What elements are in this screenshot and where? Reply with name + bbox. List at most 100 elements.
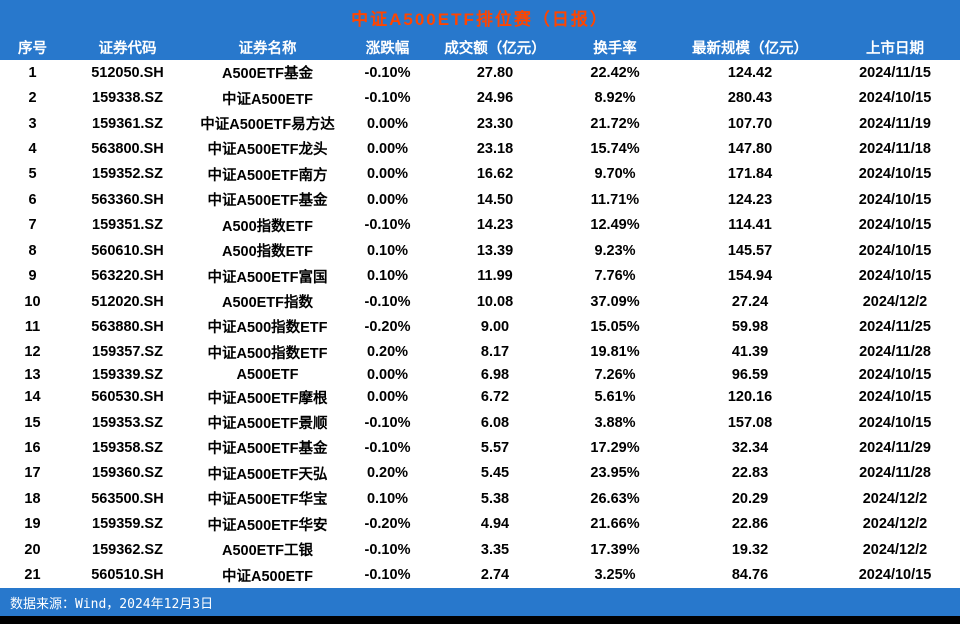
table-cell: 9.23% xyxy=(560,237,670,264)
table-cell: 17.29% xyxy=(560,435,670,461)
table-cell: 20.29 xyxy=(670,486,830,512)
table-cell: 2024/10/15 xyxy=(830,237,960,264)
table-cell: 0.00% xyxy=(345,136,430,162)
table-cell: 6.08 xyxy=(430,409,560,436)
table-cell: 59.98 xyxy=(670,314,830,340)
table-cell: 5.61% xyxy=(560,384,670,410)
table-cell: -0.10% xyxy=(345,409,430,436)
table-cell: 159358.SZ xyxy=(65,435,190,461)
table-cell: 2024/10/15 xyxy=(830,263,960,289)
table-cell: -0.10% xyxy=(345,562,430,588)
table-cell: 159353.SZ xyxy=(65,409,190,436)
table-row: 1 512050.SH A500ETF基金 -0.10% 27.80 22.42% 124.… xyxy=(0,60,960,86)
table-cell: 5.38 xyxy=(430,486,560,512)
table-cell: 27.24 xyxy=(670,288,830,315)
table-cell: 280.43 xyxy=(670,85,830,111)
table-cell: 6 xyxy=(0,187,65,213)
column-header-row: 序号 证券代码 证券名称 涨跌幅 成交额（亿元） 换手率 最新规模（亿元） 上市… xyxy=(0,34,960,60)
column-header-latest-scale: 最新规模（亿元） xyxy=(670,34,830,60)
table-cell: 0.10% xyxy=(345,237,430,264)
table-cell: 10.08 xyxy=(430,288,560,315)
table-cell: 11.71% xyxy=(560,187,670,213)
table-cell: 15 xyxy=(0,409,65,436)
table-cell: 2024/11/29 xyxy=(830,435,960,461)
table-cell: 2024/11/28 xyxy=(830,460,960,487)
table-cell: -0.20% xyxy=(345,314,430,340)
table-cell: 19 xyxy=(0,511,65,537)
table-cell: 5 xyxy=(0,161,65,188)
table-row: 4 563800.SH 中证A500ETF龙头 0.00% 23.18 15.74% 147… xyxy=(0,136,960,162)
table-cell: 0.00% xyxy=(345,384,430,410)
column-header-change: 涨跌幅 xyxy=(345,34,430,60)
table-cell: 0.00% xyxy=(345,187,430,213)
table-cell: 563220.SH xyxy=(65,263,190,289)
table-cell: 16 xyxy=(0,435,65,461)
table-cell: 12.49% xyxy=(560,212,670,238)
table-cell: 中证A500ETF龙头 xyxy=(190,136,345,162)
table-cell: 13.39 xyxy=(430,237,560,264)
table-cell: 16.62 xyxy=(430,161,560,188)
table-cell: 2024/11/19 xyxy=(830,110,960,137)
table-cell: 21.72% xyxy=(560,110,670,137)
table-cell: 154.94 xyxy=(670,263,830,289)
table-cell: 32.34 xyxy=(670,435,830,461)
table-cell: 124.42 xyxy=(670,60,830,86)
table-cell: 159351.SZ xyxy=(65,212,190,238)
table-cell: 2024/10/15 xyxy=(830,187,960,213)
data-source-text: 数据来源：Wind，2024年12月3日 xyxy=(10,596,214,612)
table-cell: 2024/10/15 xyxy=(830,409,960,436)
table-cell: 7.26% xyxy=(560,365,670,385)
table-cell: 2024/10/15 xyxy=(830,85,960,111)
table-cell: 15.05% xyxy=(560,314,670,340)
table-cell: A500ETF工银 xyxy=(190,536,345,563)
table-cell: A500ETF xyxy=(190,365,345,385)
table-cell: 96.59 xyxy=(670,365,830,385)
table-cell: 159361.SZ xyxy=(65,110,190,137)
table-cell: 22.83 xyxy=(670,460,830,487)
table-cell: 2024/11/18 xyxy=(830,136,960,162)
table-cell: 中证A500ETF xyxy=(190,562,345,588)
table-cell: 84.76 xyxy=(670,562,830,588)
table-cell: 563500.SH xyxy=(65,486,190,512)
bottom-bar xyxy=(0,616,960,624)
table-row: 21 560510.SH 中证A500ETF -0.10% 2.74 3.25% 84.76… xyxy=(0,562,960,588)
table-cell: 13 xyxy=(0,365,65,385)
table-cell: 中证A500指数ETF xyxy=(190,339,345,366)
table-cell: 14.23 xyxy=(430,212,560,238)
table-cell: 中证A500ETF天弘 xyxy=(190,460,345,487)
table-cell: 2024/10/15 xyxy=(830,562,960,588)
table-cell: 560530.SH xyxy=(65,384,190,410)
table-cell: 中证A500ETF景顺 xyxy=(190,409,345,436)
table-cell: 560510.SH xyxy=(65,562,190,588)
table-cell: 159359.SZ xyxy=(65,511,190,537)
table-cell: 6.72 xyxy=(430,384,560,410)
table-cell: 19.32 xyxy=(670,536,830,563)
table-cell: 10 xyxy=(0,288,65,315)
table-cell: -0.10% xyxy=(345,212,430,238)
table-cell: 512020.SH xyxy=(65,288,190,315)
table-cell: 中证A500ETF南方 xyxy=(190,161,345,188)
table-cell: 11 xyxy=(0,314,65,340)
table-cell: 中证A500ETF华宝 xyxy=(190,486,345,512)
table-cell: 159362.SZ xyxy=(65,536,190,563)
table-cell: 2024/11/15 xyxy=(830,60,960,86)
table-row: 10 512020.SH A500ETF指数 -0.10% 10.08 37.09% 27.… xyxy=(0,288,960,315)
table-cell: 3.35 xyxy=(430,536,560,563)
table-cell: A500指数ETF xyxy=(190,212,345,238)
table-cell: 2024/11/28 xyxy=(830,339,960,366)
table-cell: 145.57 xyxy=(670,237,830,264)
title-row: 中证A500ETF排位赛（日报） xyxy=(0,0,960,34)
table-cell: 24.96 xyxy=(430,85,560,111)
table-cell: 2 xyxy=(0,85,65,111)
data-source-bar: 数据来源：Wind，2024年12月3日 xyxy=(0,588,960,616)
table-cell: 0.00% xyxy=(345,110,430,137)
table-cell: 5.45 xyxy=(430,460,560,487)
table-body: 1 512050.SH A500ETF基金 -0.10% 27.80 22.42% 124.… xyxy=(0,60,960,588)
table-cell: 9 xyxy=(0,263,65,289)
table-cell: 41.39 xyxy=(670,339,830,366)
table-row: 17 159360.SZ 中证A500ETF天弘 0.20% 5.45 23.95% 22.… xyxy=(0,460,960,487)
table-cell: 2024/11/25 xyxy=(830,314,960,340)
table-cell: -0.10% xyxy=(345,85,430,111)
table-row: 7 159351.SZ A500指数ETF -0.10% 14.23 12.49% 114.… xyxy=(0,212,960,238)
table-cell: 14.50 xyxy=(430,187,560,213)
